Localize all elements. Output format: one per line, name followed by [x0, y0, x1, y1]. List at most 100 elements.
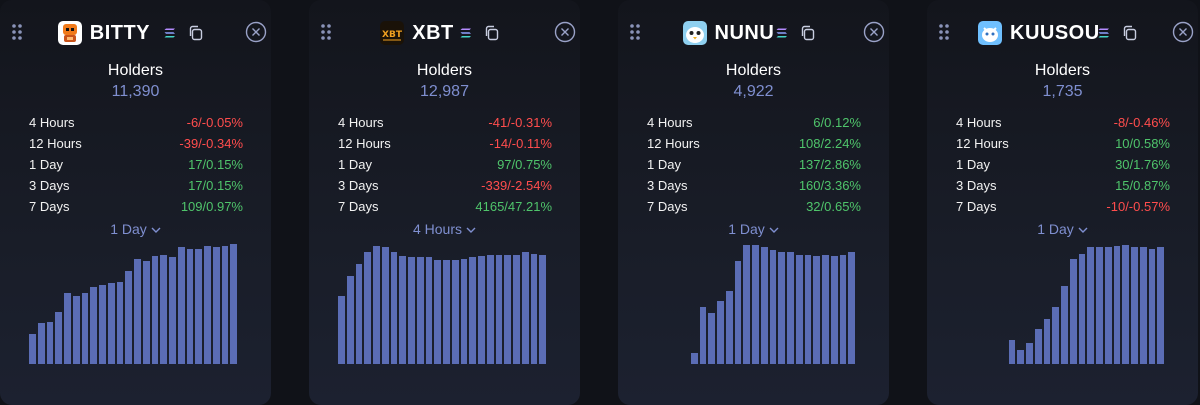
- holders-count: 12,987: [420, 83, 469, 100]
- chart-bar: [416, 257, 424, 364]
- holders-bar-chart: [956, 240, 1166, 364]
- interval-dropdown[interactable]: 1 Day: [618, 221, 889, 237]
- chart-bar: [469, 257, 477, 364]
- chart-bar: [521, 252, 529, 364]
- chart-bar: [725, 290, 733, 364]
- stat-row: 3 Days 17/0.15%: [29, 175, 243, 196]
- chart-bar: [743, 244, 751, 364]
- chart-bar: [1131, 247, 1138, 364]
- chart-bar: [530, 253, 538, 364]
- token-name: BITTY: [89, 22, 151, 44]
- close-icon[interactable]: [1172, 21, 1194, 43]
- chart-bar: [99, 284, 106, 364]
- chart-bar: [434, 259, 442, 364]
- chart-bar: [230, 243, 238, 364]
- chevron-down-icon: [147, 221, 161, 237]
- copy-icon[interactable]: [799, 24, 817, 42]
- stat-change: 17/0.15%: [188, 178, 243, 193]
- chart-bar: [795, 254, 803, 364]
- stat-row: 4 Hours -8/-0.46%: [956, 112, 1170, 133]
- chart-bar: [486, 254, 494, 364]
- chart-bar: [90, 287, 98, 364]
- holders-bar-chart: [647, 240, 857, 364]
- chart-bar: [1104, 247, 1112, 364]
- chart-bar: [151, 256, 159, 364]
- chart-bar: [1043, 319, 1051, 364]
- token-name: NUNU: [714, 22, 775, 44]
- chart-bar: [504, 254, 512, 364]
- copy-icon[interactable]: [483, 24, 501, 42]
- holders-bar-chart: [29, 240, 239, 364]
- drag-handle-icon[interactable]: [319, 22, 333, 42]
- stat-row: 12 Hours 10/0.58%: [956, 133, 1170, 154]
- stat-change: 160/3.36%: [798, 178, 861, 193]
- chart-bar: [830, 256, 838, 364]
- copy-icon[interactable]: [187, 24, 205, 42]
- token-card: KUUSOU Holders 1,735 4 Hours -8/-0.46% 12 Hou…: [927, 0, 1198, 405]
- stat-row: 1 Day 30/1.76%: [956, 154, 1170, 175]
- solana-chain-icon: [459, 26, 473, 40]
- chart-bar: [513, 254, 520, 364]
- chart-bar: [1078, 253, 1086, 364]
- drag-handle-icon[interactable]: [10, 22, 24, 42]
- token-card: NUNU Holders 4,922 4 Hours 6/0.12% 12 Hours 10…: [618, 0, 889, 405]
- stat-row: 12 Hours -39/-0.34%: [29, 133, 243, 154]
- chart-bar: [390, 252, 398, 364]
- close-icon[interactable]: [863, 21, 885, 43]
- stat-period: 12 Hours: [647, 136, 700, 151]
- close-icon[interactable]: [554, 21, 576, 43]
- stat-row: 1 Day 17/0.15%: [29, 154, 243, 175]
- interval-dropdown[interactable]: 1 Day: [927, 221, 1198, 237]
- holders-count: 4,922: [733, 83, 774, 100]
- chart-bar: [1026, 342, 1033, 364]
- stat-period: 3 Days: [956, 178, 997, 193]
- stat-period: 1 Day: [956, 157, 990, 172]
- chart-bar: [125, 271, 133, 364]
- chart-bar: [1087, 247, 1095, 364]
- stat-period: 3 Days: [29, 178, 70, 193]
- chart-bar: [55, 311, 63, 364]
- stat-change: -41/-0.31%: [488, 115, 552, 130]
- chart-bar: [1113, 246, 1121, 364]
- chart-bar: [408, 257, 415, 364]
- drag-handle-icon[interactable]: [937, 22, 951, 42]
- stat-row: 7 Days 4165/47.21%: [338, 196, 552, 217]
- interval-label: 1 Day: [728, 221, 765, 237]
- chart-bar: [734, 261, 742, 364]
- chart-bar: [769, 249, 777, 364]
- card-header: KUUSOU: [927, 14, 1198, 50]
- chart-bar: [778, 252, 786, 364]
- chart-bar: [46, 321, 54, 364]
- holders-label: Holders: [416, 62, 473, 79]
- chart-bar: [443, 259, 450, 364]
- copy-icon[interactable]: [1121, 24, 1139, 42]
- chart-bar: [107, 283, 115, 364]
- stat-period: 4 Hours: [338, 115, 384, 130]
- interval-dropdown[interactable]: 1 Day: [0, 221, 271, 237]
- stat-period: 12 Hours: [29, 136, 82, 151]
- stat-row: 3 Days 15/0.87%: [956, 175, 1170, 196]
- chart-bar: [204, 246, 211, 364]
- chart-bar: [708, 313, 716, 364]
- stat-row: 12 Hours -14/-0.11%: [338, 133, 552, 154]
- holders-label: Holders: [1034, 62, 1091, 79]
- holder-change-stats: 4 Hours -6/-0.05% 12 Hours -39/-0.34% 1 Day 1…: [29, 112, 243, 217]
- drag-handle-icon[interactable]: [628, 22, 642, 42]
- solana-chain-icon: [1097, 26, 1111, 40]
- close-icon[interactable]: [245, 21, 267, 43]
- stat-change: 10/0.58%: [1115, 136, 1170, 151]
- chart-bar: [72, 295, 80, 364]
- chart-bar: [1017, 350, 1025, 364]
- stat-change: -6/-0.05%: [186, 115, 243, 130]
- interval-dropdown[interactable]: 4 Hours: [309, 221, 580, 237]
- token-card: BITTY Holders 11,390 4 Hours -6/-0.05% 12 Hou…: [0, 0, 271, 405]
- chart-bar: [81, 293, 89, 364]
- chart-bar: [813, 256, 821, 364]
- chart-bar: [1008, 340, 1016, 364]
- stat-change: 6/0.12%: [813, 115, 861, 130]
- chart-bar: [752, 244, 759, 364]
- stat-row: 3 Days 160/3.36%: [647, 175, 861, 196]
- stat-row: 7 Days 109/0.97%: [29, 196, 243, 217]
- stat-change: -8/-0.46%: [1113, 115, 1170, 130]
- chart-bar: [822, 254, 829, 364]
